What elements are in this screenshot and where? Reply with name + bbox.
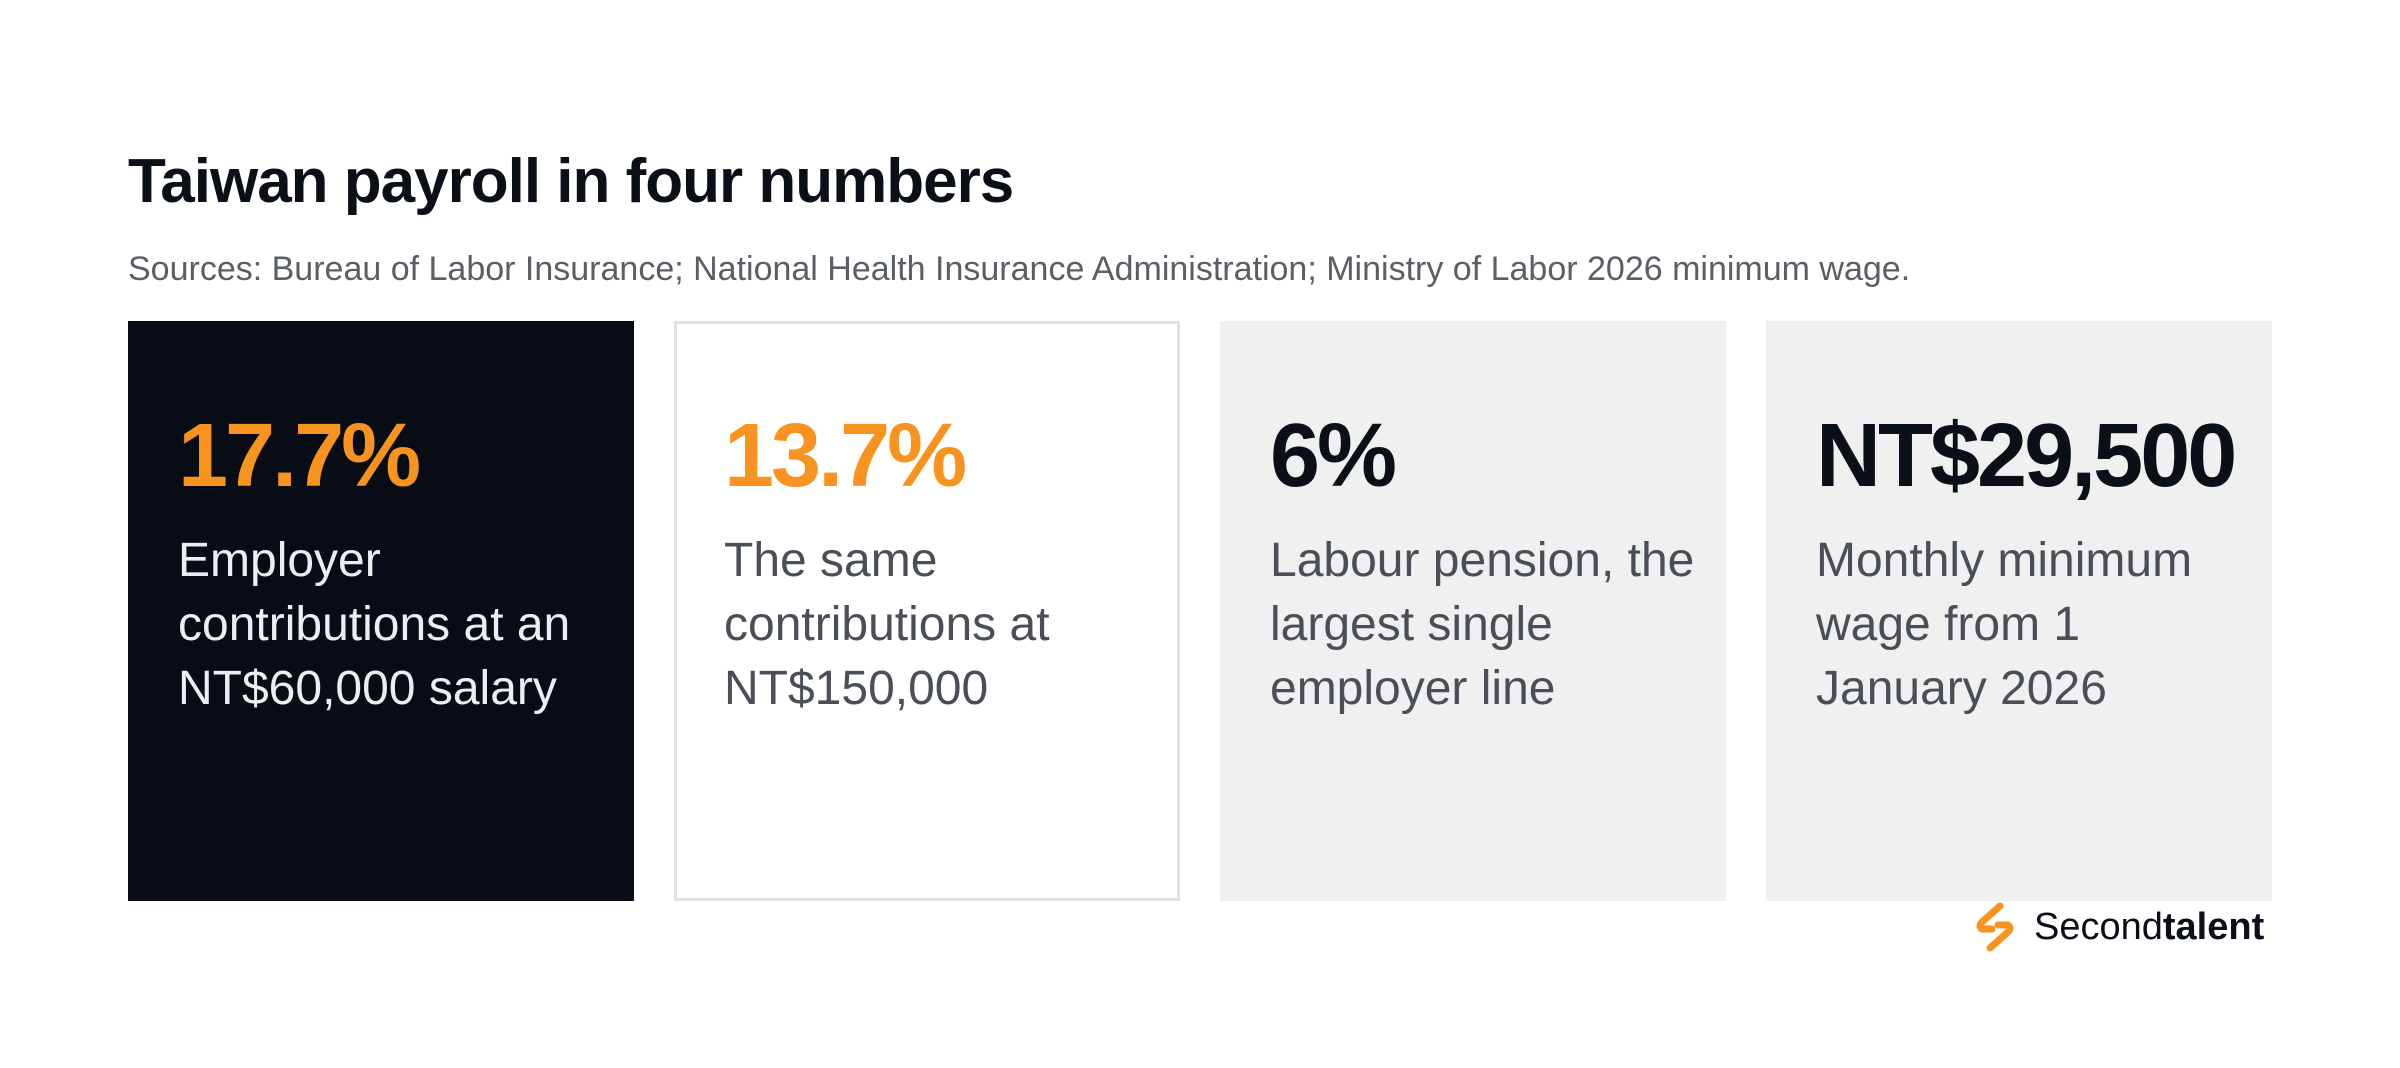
brand-name: Secondtalent xyxy=(2034,906,2264,949)
stat-card-minimum-wage: NT$29,500 Monthly minimum wage from 1 Ja… xyxy=(1766,321,2272,901)
brand-name-bold: talent xyxy=(2162,905,2265,948)
stat-card-same-contributions: 13.7% The same contributions at NT$150,0… xyxy=(674,321,1180,901)
stat-value: 17.7% xyxy=(178,406,421,506)
stat-description: Labour pension, the largest single emplo… xyxy=(1270,534,1695,715)
stat-card-labour-pension: 6% Labour pension, the largest single em… xyxy=(1220,321,1726,901)
stat-description: The same contributions at NT$150,000 xyxy=(724,534,1050,715)
page-title: Taiwan payroll in four numbers xyxy=(128,147,1014,216)
stat-value: 6% xyxy=(1270,406,1397,506)
stat-value: NT$29,500 xyxy=(1816,406,2237,506)
stat-description: Monthly minimum wage from 1 January 2026 xyxy=(1816,534,2193,715)
brand-name-light: Second xyxy=(2034,905,2163,948)
stat-card-employer-contributions: 17.7% Employer contributions at an NT$60… xyxy=(128,321,634,901)
brand-logo: Secondtalent xyxy=(1970,900,2264,954)
stat-value: 13.7% xyxy=(724,406,967,506)
sources-subtitle: Sources: Bureau of Labor Insurance; Nati… xyxy=(128,250,1911,288)
stat-description: Employer contributions at an NT$60,000 s… xyxy=(178,534,571,715)
secondtalent-s-logo-icon xyxy=(1976,902,2014,952)
